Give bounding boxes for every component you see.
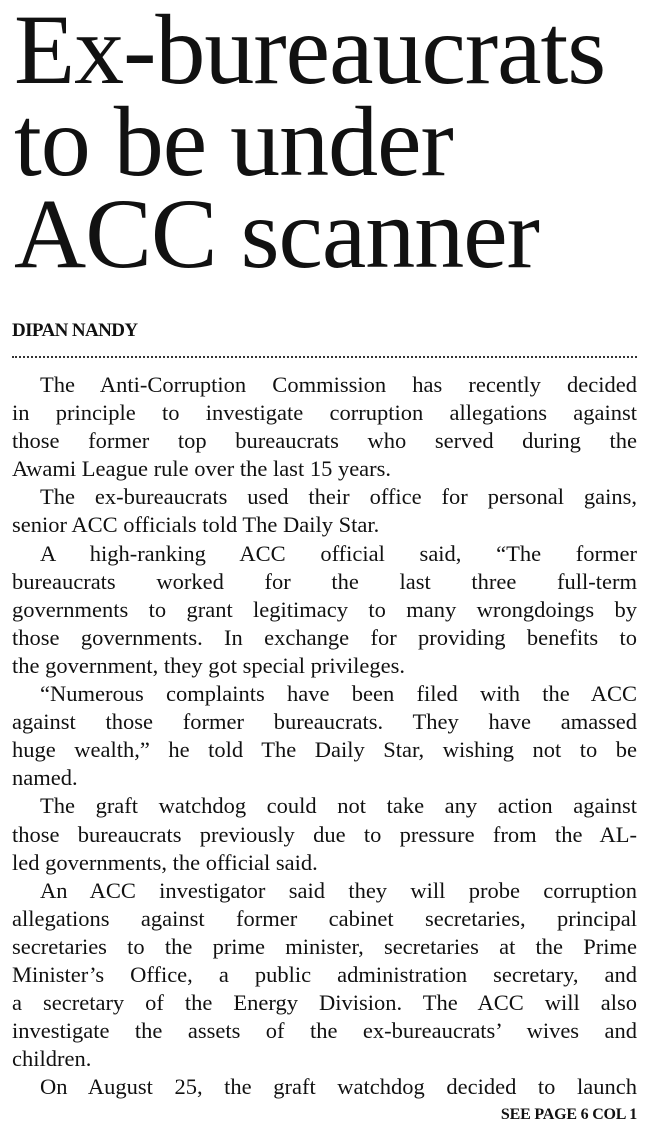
continuation-jump[interactable]: SEE PAGE 6 COL 1 [500,1106,637,1123]
text-line: The graft watchdog could not take any ac… [40,793,637,819]
text-line: against those former bureaucrats. They h… [12,709,637,735]
text-line: secretaries to the prime minister, secre… [12,933,637,959]
headline-line: Ex-bureaucrats [14,0,606,105]
text-line: the government, they got special privile… [12,652,406,678]
paragraph: The ex-bureaucrats used their office for… [12,483,637,539]
text-line: The Anti-Corruption Commission has recen… [40,372,637,397]
text-line: A high-ranking ACC official said, “The f… [40,540,637,566]
text-line: The ex-bureaucrats used their office for… [40,484,637,510]
text-line: those governments. In exchange for provi… [12,624,637,650]
paragraph: On August 25, the graft watchdog decided… [12,1073,637,1101]
headline-line: to be under [14,86,454,197]
byline: DIPAN NANDY [12,320,138,341]
text-line: “Numerous complaints have been filed wit… [40,681,637,707]
paragraph: The graft watchdog could not take any ac… [12,792,637,876]
text-line: in principle to investigate corruption a… [12,400,637,426]
text-line: a secretary of the Energy Division. The … [12,990,637,1016]
text-line: those bureaucrats previously due to pres… [12,821,637,847]
paragraph: “Numerous complaints have been filed wit… [12,680,637,792]
text-line: children. [12,1046,92,1072]
text-line: bureaucrats worked for the last three fu… [12,568,637,594]
text-line: An ACC investigator said they will probe… [40,877,637,903]
dotted-divider [12,356,637,358]
text-line: huge wealth,” he told The Daily Star, wi… [12,737,637,763]
text-line: investigate the assets of the ex-bureauc… [12,1018,637,1044]
text-line: named. [12,765,78,791]
headline-line: ACC scanner [14,178,540,289]
paragraph: A high-ranking ACC official said, “The f… [12,540,637,680]
text-line: led governments, the official said. [12,849,318,875]
text-line: Awami League rule over the last 15 years… [12,456,392,482]
text-line: allegations against former cabinet secre… [12,905,637,931]
text-line: Minister’s Office, a public administrati… [12,961,637,987]
paragraph: The Anti-Corruption Commission has recen… [12,371,637,483]
text-line: governments to grant legitimacy to many … [12,596,637,622]
paragraph: An ACC investigator said they will probe… [12,877,637,1074]
text-line: those former top bureaucrats who served … [12,428,637,454]
headline: Ex-bureaucrats to be under ACC scanner [14,0,639,289]
text-line: On August 25, the graft watchdog decided… [40,1074,637,1100]
text-line: senior ACC officials told The Daily Star… [12,512,380,538]
article-body: The Anti-Corruption Commission has recen… [12,371,637,1101]
